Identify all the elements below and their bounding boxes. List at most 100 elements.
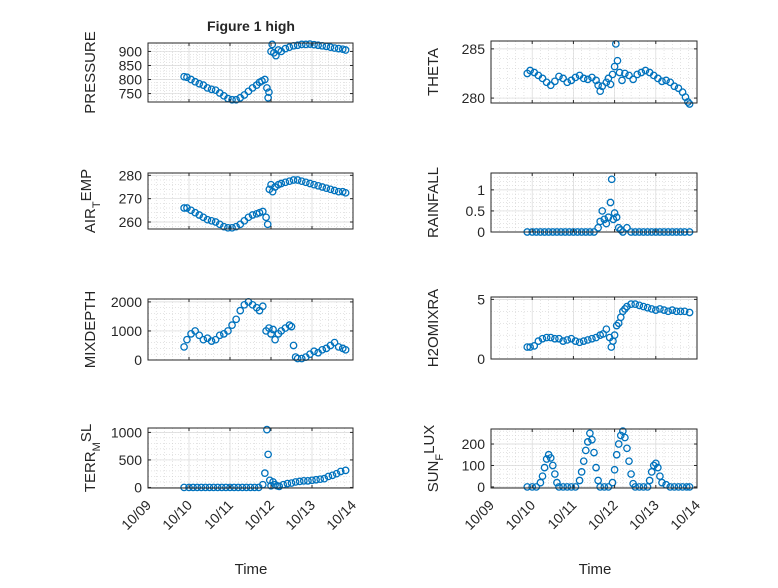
data-point <box>583 438 592 446</box>
data-point <box>631 483 640 491</box>
y-tick-label: 0 <box>134 352 142 368</box>
y-tick-label: 5 <box>477 291 485 307</box>
data-point <box>528 483 537 491</box>
data-point <box>180 483 188 492</box>
data-point <box>684 98 692 106</box>
data-point <box>205 483 214 492</box>
data-point <box>195 79 204 88</box>
data-point <box>629 75 637 84</box>
data-point <box>191 77 199 86</box>
y-axis-label: RAINFALL <box>425 167 442 238</box>
data-point <box>304 476 312 485</box>
axes-box <box>490 172 698 233</box>
data-point <box>193 483 202 492</box>
data-point <box>604 483 613 491</box>
x-axis-label-left: Time <box>235 561 268 578</box>
data-point <box>656 305 664 313</box>
data-point <box>625 457 633 466</box>
data-point <box>301 178 310 187</box>
data-point <box>658 77 666 86</box>
subplot-5: 0 1000 2000 MIXDEPTH <box>82 291 354 368</box>
data-point <box>553 478 561 487</box>
data-point <box>267 180 275 189</box>
data-point <box>180 72 188 81</box>
data-point <box>637 68 646 77</box>
y-tick-label: 0 <box>134 479 142 495</box>
data-point <box>224 223 232 232</box>
data-point <box>598 207 607 215</box>
data-point <box>523 483 532 491</box>
data-point <box>293 354 302 363</box>
data-point <box>647 305 656 313</box>
data-point <box>318 345 327 354</box>
data-point <box>602 78 611 87</box>
data-point <box>246 483 255 492</box>
data-point <box>685 100 694 108</box>
data-point <box>293 41 302 50</box>
data-point <box>583 75 592 84</box>
data-point <box>291 478 300 486</box>
y-tick-label: 500 <box>119 452 143 468</box>
data-point <box>341 188 350 197</box>
data-point <box>228 321 236 329</box>
y-tick-label: 0.5 <box>466 203 486 219</box>
data-point <box>627 470 635 478</box>
data-point <box>312 475 320 484</box>
y-tick-label: 850 <box>119 57 143 73</box>
data-point <box>201 483 210 492</box>
data-point <box>563 483 572 491</box>
data-point <box>651 306 660 314</box>
data-point <box>199 213 208 222</box>
data-point <box>341 345 350 354</box>
data-point <box>277 179 286 188</box>
y-tick-label: 270 <box>119 191 143 207</box>
data-point <box>621 69 629 78</box>
y-axis-label: PRESSURE <box>82 31 99 114</box>
data-point <box>330 44 339 52</box>
data-point <box>228 223 236 232</box>
data-point <box>248 211 257 219</box>
data-point <box>310 180 318 189</box>
data-point <box>633 70 642 79</box>
data-point <box>546 81 555 90</box>
data-point <box>289 176 298 184</box>
data-point <box>610 209 619 217</box>
data-point <box>334 187 343 196</box>
data-point <box>226 483 234 492</box>
data-point <box>207 216 216 225</box>
data-point <box>324 472 333 481</box>
data-point <box>548 461 557 470</box>
data-point <box>551 334 559 343</box>
data-point <box>596 87 605 96</box>
y-axis-label: THETA <box>425 48 442 96</box>
data-point <box>242 483 251 492</box>
data-point <box>269 325 277 334</box>
data-point <box>264 93 272 102</box>
data-point <box>635 483 644 491</box>
data-point <box>271 335 279 344</box>
y-tick-label: 280 <box>462 90 486 106</box>
data-point <box>685 483 694 491</box>
data-point <box>203 215 212 224</box>
y-tick-label: 200 <box>462 436 486 452</box>
data-point <box>662 76 670 85</box>
data-point <box>602 325 611 334</box>
data-point <box>189 483 197 492</box>
data-point <box>250 483 259 492</box>
data-point <box>654 463 662 472</box>
subplot-2: 280 285 THETA <box>425 40 698 108</box>
data-point <box>211 335 220 344</box>
y-tick-label: 750 <box>119 86 143 102</box>
data-point <box>530 342 539 350</box>
data-point <box>236 306 245 315</box>
axes-box <box>147 298 354 361</box>
data-point <box>310 347 318 356</box>
data-point <box>185 483 193 492</box>
data-point <box>546 333 555 342</box>
data-point <box>575 338 584 347</box>
data-point <box>592 333 600 342</box>
data-point <box>332 469 341 478</box>
y-tick-label: 100 <box>462 457 486 473</box>
